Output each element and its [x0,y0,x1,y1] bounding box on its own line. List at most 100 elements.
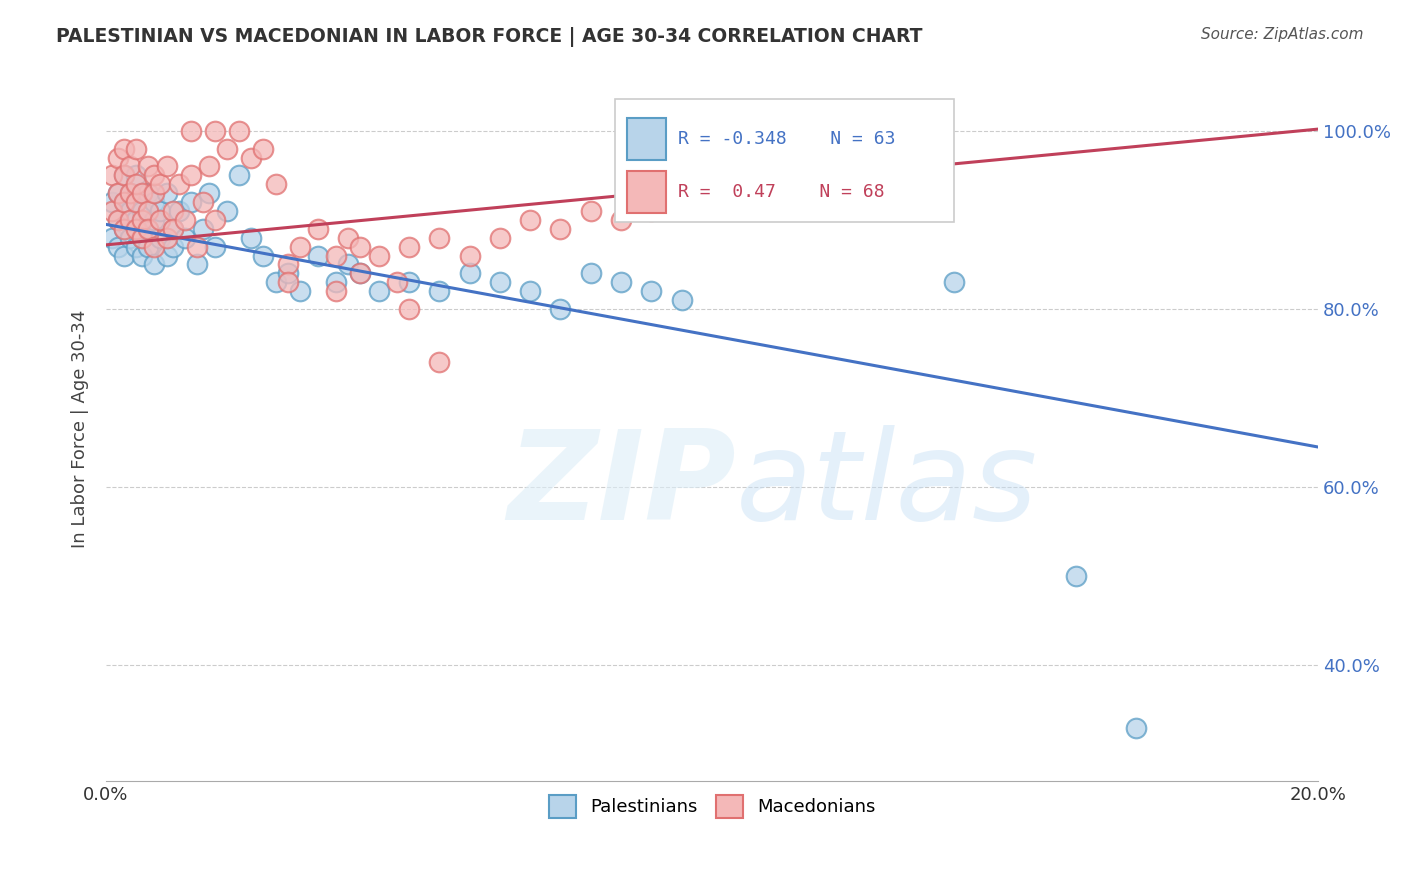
Point [143,195,166,210]
Point [112,195,135,210]
Point [204,240,226,254]
Point [349,240,371,254]
Point [186,257,208,271]
Point [640,284,662,298]
Point [112,222,135,236]
Point [550,301,572,316]
Point [217,142,239,156]
Point [112,222,135,236]
Point [277,275,299,289]
Point [640,204,662,219]
Point [149,204,172,219]
Point [204,124,226,138]
Point [143,257,166,271]
Point [277,257,299,271]
Text: R = -0.348    N = 63: R = -0.348 N = 63 [678,130,896,148]
Point [489,275,512,289]
Point [519,284,541,298]
Point [489,231,512,245]
Point [217,204,239,219]
Point [101,231,124,245]
Point [120,160,142,174]
Point [125,213,148,227]
Point [173,213,195,227]
Point [138,222,160,236]
Point [240,151,263,165]
Point [107,186,129,201]
Point [131,231,153,245]
Text: atlas: atlas [737,425,1039,546]
Point [138,186,160,201]
Point [162,240,184,254]
Point [180,195,202,210]
Point [120,204,142,219]
Point [204,213,226,227]
Legend: Palestinians, Macedonians: Palestinians, Macedonians [541,789,883,825]
Point [120,231,142,245]
Point [398,240,420,254]
Point [191,222,214,236]
Point [155,160,177,174]
Y-axis label: In Labor Force | Age 30-34: In Labor Force | Age 30-34 [72,310,89,549]
Point [149,178,172,192]
Point [337,231,360,245]
Point [671,195,693,210]
Point [228,169,250,183]
Point [125,222,148,236]
Point [173,231,195,245]
Text: PALESTINIAN VS MACEDONIAN IN LABOR FORCE | AGE 30-34 CORRELATION CHART: PALESTINIAN VS MACEDONIAN IN LABOR FORCE… [56,27,922,46]
Point [125,169,148,183]
Point [367,248,389,262]
Point [149,213,172,227]
Point [120,213,142,227]
Point [519,213,541,227]
Point [112,195,135,210]
Point [125,142,148,156]
Point [198,160,221,174]
Point [385,275,408,289]
Point [458,248,481,262]
FancyBboxPatch shape [627,171,666,212]
Point [101,204,124,219]
Point [427,284,450,298]
Point [264,178,287,192]
Point [398,301,420,316]
Point [143,186,166,201]
Point [367,284,389,298]
Point [131,213,153,227]
Point [138,240,160,254]
Point [252,248,274,262]
Point [143,169,166,183]
Point [107,213,129,227]
Point [112,248,135,262]
Point [101,169,124,183]
Point [550,222,572,236]
Point [120,186,142,201]
Point [120,186,142,201]
Point [155,186,177,201]
Point [107,186,129,201]
Point [398,275,420,289]
Point [180,169,202,183]
Point [162,222,184,236]
Point [138,204,160,219]
Point [325,248,347,262]
Point [162,204,184,219]
Point [131,204,153,219]
Point [125,195,148,210]
Point [610,213,633,227]
Point [579,266,602,280]
Point [149,231,172,245]
Point [101,195,124,210]
Text: Source: ZipAtlas.com: Source: ZipAtlas.com [1201,27,1364,42]
FancyBboxPatch shape [627,119,666,160]
Point [1064,569,1087,583]
Point [307,222,329,236]
Point [325,275,347,289]
Point [167,178,190,192]
Point [138,160,160,174]
Point [671,293,693,307]
Point [427,231,450,245]
Point [288,240,311,254]
Point [162,222,184,236]
